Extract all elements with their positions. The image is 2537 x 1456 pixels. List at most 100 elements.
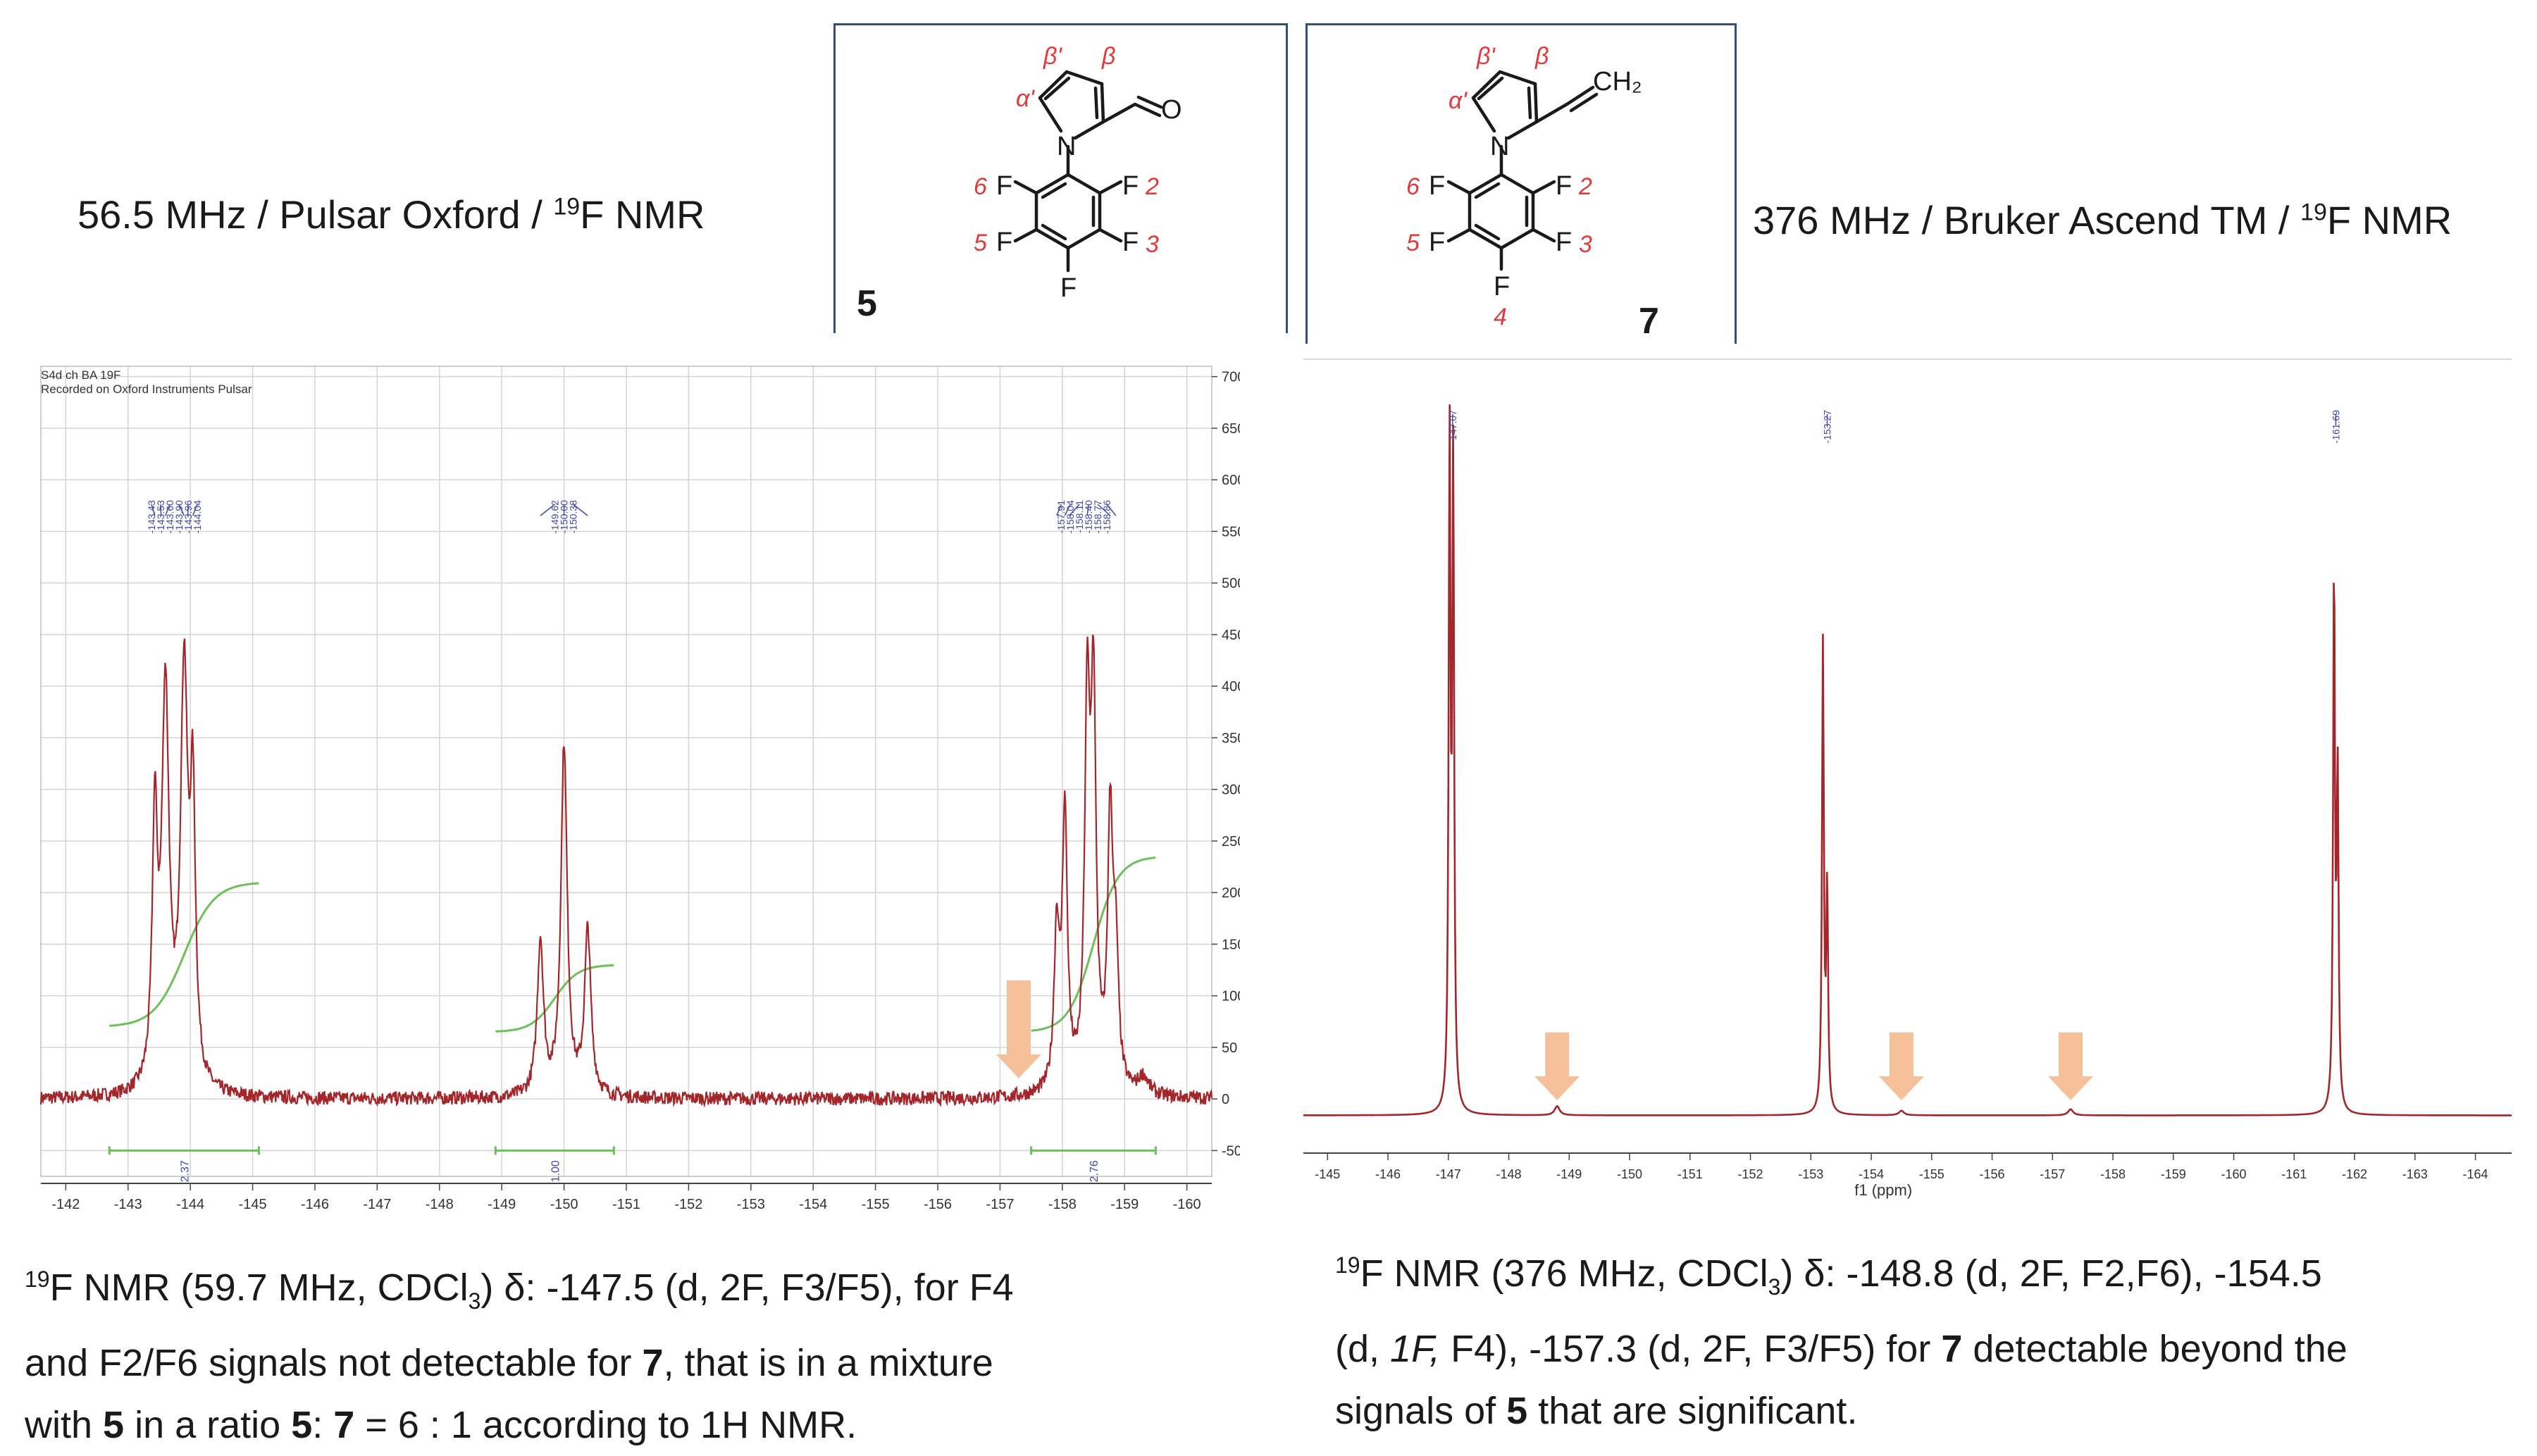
y-tick-label: 100: [1222, 989, 1240, 1004]
caption-right-line1: 19F NMR (376 MHz, CDCl3) δ: -148.8 (d, 2…: [1335, 1234, 2347, 1318]
chart-title: S4d ch BA 19F: [41, 368, 120, 382]
f4-atom-5: F: [1060, 273, 1077, 303]
x-tick-label: -149: [488, 1197, 516, 1212]
o-atom-5: O: [1161, 95, 1182, 125]
cl-l3-f: 7: [333, 1404, 354, 1446]
cl-l1-sub: 3: [469, 1288, 481, 1314]
chart-subtitle: Recorded on Oxford Instruments Pulsar: [41, 382, 252, 396]
y-tick-label: 700: [1222, 370, 1240, 385]
x-tick-label: -144: [176, 1197, 204, 1212]
x-tick-label: -150: [550, 1197, 578, 1212]
compound-number-7: 7: [1639, 300, 1659, 342]
cr-l2-a: (d,: [1335, 1328, 1390, 1370]
arrow-marker: [1534, 1033, 1580, 1100]
cr-l1-sup: 19: [1335, 1252, 1360, 1278]
x-tick-label: -159: [1110, 1197, 1139, 1212]
spectrum-trace: [1303, 404, 2512, 1115]
pos3-label-7: 3: [1579, 231, 1592, 258]
x-tick-label: -148: [426, 1197, 454, 1212]
integral-value: 1.00: [550, 1160, 562, 1182]
arrow-marker: [2048, 1033, 2093, 1100]
f2-atom-5: F: [1122, 171, 1139, 201]
f3-atom-7: F: [1556, 228, 1572, 257]
cl-l3-e: :: [312, 1404, 333, 1446]
spectrum-right-chart: -145-146-147-148-149-150-151-152-153-154…: [1300, 347, 2519, 1220]
cl-l3-b: 5: [103, 1404, 124, 1446]
cr-l3-a: signals of: [1335, 1390, 1506, 1432]
cl-l2-a: and F2/F6 signals not detectable for: [25, 1342, 643, 1384]
y-tick-label: 150: [1222, 937, 1240, 952]
integral-value: 2.37: [179, 1160, 191, 1182]
pos5-label-7: 5: [1406, 230, 1420, 256]
x-tick-label: -142: [51, 1197, 80, 1212]
pos2-label-7: 2: [1578, 173, 1592, 200]
x-tick-label: -153: [1798, 1167, 1823, 1181]
y-tick-label: 550: [1222, 524, 1240, 540]
structure-compound-5: N O F F F F F β' β α' 2 3 6 5: [836, 25, 1286, 333]
y-tick-label: -50: [1222, 1143, 1240, 1159]
beta-prime-label-7: β': [1476, 43, 1496, 70]
y-tick-label: 650: [1222, 421, 1240, 437]
cl-l3-a: with: [25, 1404, 103, 1446]
structure-compound-7: N CH₂ F F F F F β' β α' 2 3 6 5 4: [1308, 25, 1735, 344]
x-tick-label: -145: [239, 1197, 267, 1212]
y-tick-label: 600: [1222, 473, 1240, 488]
beta-label-7: β: [1534, 43, 1549, 70]
cr-l3-b: 5: [1506, 1390, 1527, 1432]
f3-atom-5: F: [1122, 228, 1139, 257]
cl-l2-c: , that is in a mixture: [664, 1342, 993, 1384]
cr-l1-a: F NMR (376 MHz, CDCl: [1360, 1252, 1768, 1295]
structure-box-5: N O F F F F F β' β α' 2 3 6 5 5: [833, 23, 1288, 333]
cr-l3-c: that are significant.: [1527, 1390, 1857, 1432]
x-tick-label: -158: [1048, 1197, 1077, 1212]
x-tick-label: -146: [1375, 1167, 1401, 1181]
pos5-label-5: 5: [974, 230, 987, 256]
caption-right: 19F NMR (376 MHz, CDCl3) δ: -148.8 (d, 2…: [1335, 1234, 2347, 1442]
caption-left: 19F NMR (59.7 MHz, CDCl3) δ: -147.5 (d, …: [25, 1248, 1014, 1456]
y-tick-label: 400: [1222, 679, 1240, 695]
integral-curve: [495, 965, 614, 1031]
f6-atom-7: F: [1429, 171, 1445, 201]
beta-label-5: β: [1101, 43, 1115, 70]
pos2-label-5: 2: [1145, 173, 1159, 200]
cr-l2-c: F4), -157.3 (d, 2F, F3/F5) for: [1440, 1328, 1941, 1370]
header-left-text: 56.5 MHz / Pulsar Oxford /: [77, 192, 553, 237]
cl-l1-b: ) δ: -147.5 (d, 2F, F3/F5), for F4: [480, 1267, 1013, 1309]
x-tick-label: -157: [2040, 1167, 2065, 1181]
x-tick-label: -152: [1738, 1167, 1763, 1181]
alpha-prime-label-7: α': [1449, 87, 1468, 114]
pos6-label-5: 6: [974, 173, 987, 200]
y-tick-label: 500: [1222, 576, 1240, 592]
x-tick-label: -146: [301, 1197, 329, 1212]
y-tick-label: 450: [1222, 628, 1240, 643]
x-tick-label: -145: [1315, 1167, 1340, 1181]
x-tick-label: -143: [114, 1197, 142, 1212]
f5-atom-5: F: [996, 228, 1012, 257]
x-axis-label: f1 (ppm): [1854, 1181, 1912, 1199]
x-tick-label: -151: [612, 1197, 640, 1212]
caption-left-line2: and F2/F6 signals not detectable for 7, …: [25, 1332, 1014, 1394]
x-tick-label: -160: [1173, 1197, 1201, 1212]
compound-number-5: 5: [857, 282, 877, 325]
x-tick-label: -159: [2161, 1167, 2186, 1181]
caption-left-line3: with 5 in a ratio 5: 7 = 6 : 1 according…: [25, 1394, 1014, 1456]
x-tick-label: -158: [2100, 1167, 2126, 1181]
x-tick-label: -150: [1617, 1167, 1642, 1181]
header-right: 376 MHz / Bruker Ascend TM / 19F NMR: [1753, 197, 2452, 243]
y-tick-label: 300: [1222, 783, 1240, 798]
cr-l2-b: 1F,: [1390, 1328, 1440, 1370]
x-tick-label: -154: [799, 1197, 827, 1212]
x-tick-label: -155: [862, 1197, 890, 1212]
x-tick-label: -163: [2402, 1167, 2428, 1181]
cl-l1-sup: 19: [25, 1267, 50, 1292]
caption-left-line1: 19F NMR (59.7 MHz, CDCl3) δ: -147.5 (d, …: [25, 1248, 1014, 1332]
header-left-suffix: F NMR: [580, 192, 705, 237]
structure-box-7: N CH₂ F F F F F β' β α' 2 3 6 5 4 7: [1305, 23, 1737, 344]
cl-l3-c: in a ratio: [124, 1404, 291, 1446]
x-tick-label: -156: [1980, 1167, 2005, 1181]
x-tick-label: -154: [1859, 1167, 1884, 1181]
header-left-sup: 19: [553, 193, 580, 220]
alpha-prime-label-5: α': [1016, 85, 1035, 112]
header-right-sup: 19: [2300, 199, 2327, 225]
caption-right-line3: signals of 5 that are significant.: [1335, 1380, 2347, 1442]
